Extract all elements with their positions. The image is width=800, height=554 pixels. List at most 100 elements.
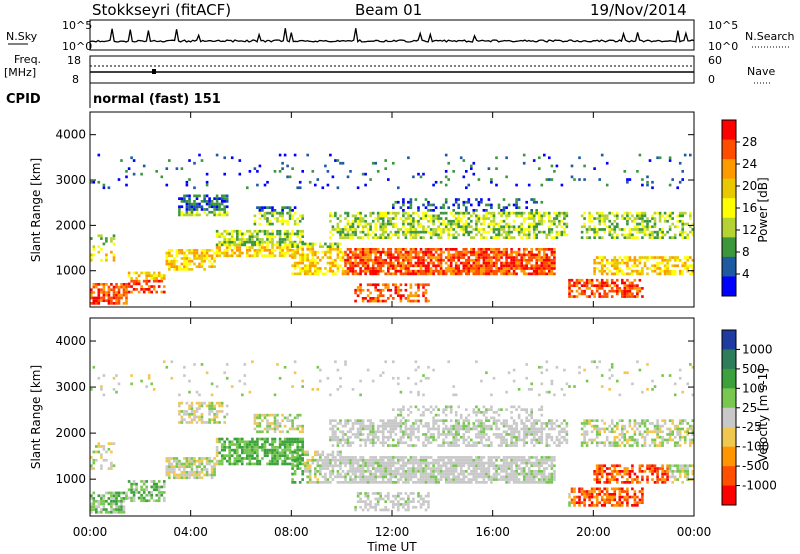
range-cell xyxy=(140,288,143,291)
range-cell xyxy=(661,261,664,265)
range-cell xyxy=(444,225,448,229)
freq-tick-bottom: 8 xyxy=(72,73,79,86)
range-cell xyxy=(429,248,433,251)
range-cell xyxy=(281,251,284,255)
range-cell xyxy=(366,264,370,268)
range-cell xyxy=(610,211,614,215)
range-cell xyxy=(447,433,450,436)
range-cell xyxy=(298,424,302,428)
range-cell xyxy=(507,478,511,481)
range-cell xyxy=(326,464,330,468)
range-cell xyxy=(437,248,440,251)
range-cell xyxy=(668,159,672,162)
range-cell xyxy=(422,258,425,262)
range-cell xyxy=(178,210,181,214)
range-cell xyxy=(603,214,606,218)
range-cell xyxy=(520,225,523,229)
range-cell xyxy=(215,451,219,455)
range-cell xyxy=(505,175,508,179)
range-cell xyxy=(646,217,649,220)
range-cell xyxy=(434,206,438,209)
range-cell xyxy=(276,459,279,463)
range-cell xyxy=(283,416,287,420)
range-cell xyxy=(120,283,123,286)
range-cell xyxy=(578,278,581,282)
range-cell xyxy=(593,233,596,237)
range-cell xyxy=(160,274,164,277)
range-cell xyxy=(407,478,410,481)
range-cell xyxy=(641,256,644,259)
range-cell xyxy=(225,249,229,252)
range-cell xyxy=(404,419,408,422)
range-cell xyxy=(550,456,554,459)
range-cell xyxy=(273,446,277,449)
range-cell xyxy=(482,444,486,447)
range-cell xyxy=(286,462,289,466)
range-cell xyxy=(253,229,257,233)
range-cell xyxy=(188,476,191,480)
range-cell xyxy=(301,267,304,270)
range-cell xyxy=(522,228,526,231)
range-cell xyxy=(656,256,659,259)
range-cell xyxy=(359,236,362,239)
range-cell xyxy=(482,264,486,268)
range-cell xyxy=(381,225,385,229)
range-cell xyxy=(661,269,664,273)
range-cell xyxy=(583,164,586,168)
range-cell xyxy=(205,462,209,466)
range-cell xyxy=(112,494,116,498)
range-cell xyxy=(452,214,455,218)
range-cell xyxy=(225,229,229,233)
range-cell xyxy=(434,228,438,231)
range-cell xyxy=(288,249,292,252)
range-cell xyxy=(454,422,458,425)
range-cell xyxy=(371,250,375,254)
range-cell xyxy=(225,210,229,214)
range-cell xyxy=(538,464,541,468)
range-cell xyxy=(371,161,375,165)
range-cell xyxy=(590,292,594,296)
range-cell xyxy=(422,481,425,484)
range-cell xyxy=(668,211,672,215)
range-cell xyxy=(354,250,357,254)
range-cell xyxy=(538,214,541,218)
range-cell xyxy=(298,256,302,259)
range-cell xyxy=(132,159,136,162)
range-cell xyxy=(454,419,458,422)
range-cell xyxy=(213,470,216,474)
range-cell xyxy=(414,467,418,470)
range-cell xyxy=(387,178,390,181)
range-cell xyxy=(296,261,299,265)
range-cell xyxy=(273,457,277,460)
range-cell xyxy=(560,219,564,223)
range-cell xyxy=(381,475,385,479)
range-cell xyxy=(409,206,413,209)
range-cell xyxy=(482,475,486,479)
range-cell xyxy=(324,242,327,246)
range-cell xyxy=(550,248,554,251)
range-cell xyxy=(490,264,493,268)
range-cell xyxy=(278,424,282,428)
range-cell xyxy=(180,401,184,405)
range-cell xyxy=(301,451,304,455)
range-cell xyxy=(180,268,184,271)
range-cell xyxy=(389,467,393,470)
range-cell xyxy=(107,296,111,300)
range-cell xyxy=(223,421,226,424)
range-cell xyxy=(180,473,184,477)
range-cell xyxy=(356,286,360,289)
range-cell xyxy=(532,475,536,479)
range-cell xyxy=(389,264,393,268)
range-cell xyxy=(334,424,337,428)
range-cell xyxy=(351,464,355,468)
range-cell xyxy=(532,481,536,484)
range-cell xyxy=(178,465,181,468)
range-cell xyxy=(392,481,395,484)
range-cell xyxy=(467,441,471,445)
range-cell xyxy=(369,258,372,262)
range-cell xyxy=(349,269,352,273)
range-cell xyxy=(339,214,342,218)
range-cell xyxy=(145,274,148,277)
nave-label: Nave xyxy=(747,65,775,78)
range-cell xyxy=(316,256,320,259)
